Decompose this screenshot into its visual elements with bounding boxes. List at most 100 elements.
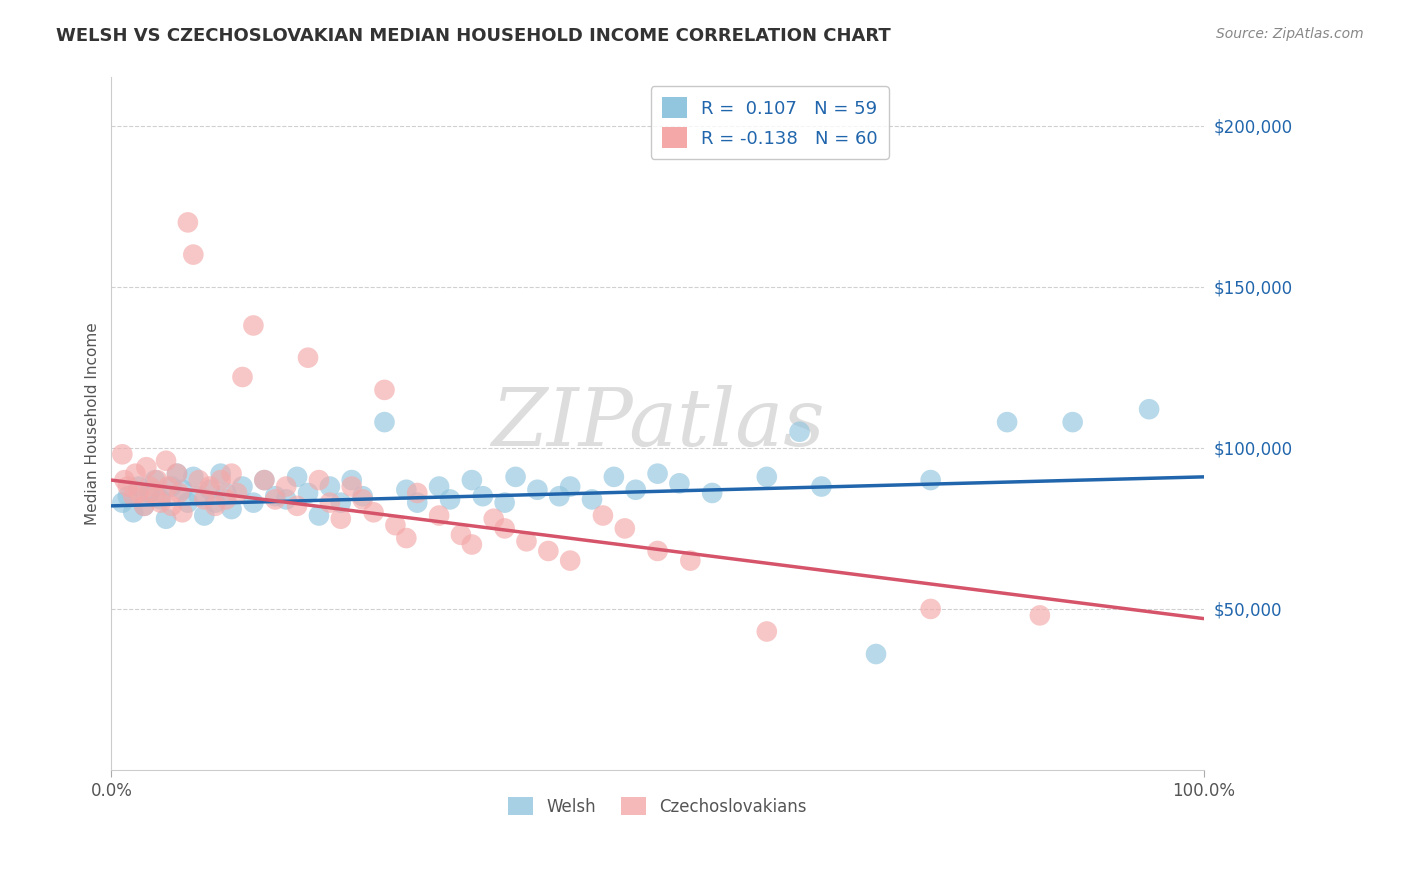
Point [198,483,221,497]
Point [395,483,418,497]
Point [461,537,484,551]
Point [122,489,145,503]
Point [177,495,200,509]
Point [209,473,232,487]
Point [329,512,352,526]
Point [603,470,626,484]
Point [122,505,145,519]
Point [560,553,582,567]
Point [494,495,516,509]
Point [319,495,342,509]
Point [537,544,560,558]
Point [187,489,209,503]
Point [111,447,134,461]
Point [427,508,450,523]
Point [146,473,169,487]
Point [155,512,177,526]
Point [308,508,330,523]
Point [373,383,395,397]
Point [183,247,205,261]
Point [581,492,603,507]
Point [471,489,494,503]
Legend: Welsh, Czechoslovakians: Welsh, Czechoslovakians [501,789,815,824]
Point [160,499,183,513]
Y-axis label: Median Household Income: Median Household Income [86,322,100,525]
Point [592,508,614,523]
Point [276,479,298,493]
Point [1137,402,1160,417]
Text: WELSH VS CZECHOSLOVAKIAN MEDIAN HOUSEHOLD INCOME CORRELATION CHART: WELSH VS CZECHOSLOVAKIAN MEDIAN HOUSEHOL… [56,27,891,45]
Point [647,544,669,558]
Point [329,495,352,509]
Point [167,486,190,500]
Point [755,624,778,639]
Point [526,483,548,497]
Point [114,473,136,487]
Point [439,492,461,507]
Point [166,467,188,481]
Point [183,470,205,484]
Point [373,415,395,429]
Point [242,318,264,333]
Point [253,473,276,487]
Point [204,499,226,513]
Point [406,495,429,509]
Point [427,479,450,493]
Point [679,553,702,567]
Point [193,508,215,523]
Point [242,495,264,509]
Point [1029,608,1052,623]
Point [384,518,406,533]
Point [789,425,811,439]
Point [226,486,249,500]
Point [172,505,194,519]
Point [755,470,778,484]
Point [482,512,505,526]
Point [221,467,243,481]
Point [461,473,484,487]
Point [702,486,724,500]
Point [515,534,537,549]
Point [155,454,177,468]
Point [231,370,253,384]
Point [810,479,832,493]
Point [215,486,238,500]
Point [134,499,156,513]
Point [395,531,418,545]
Point [221,502,243,516]
Point [450,528,472,542]
Point [160,479,183,493]
Point [117,479,139,493]
Point [149,495,172,509]
Point [624,483,647,497]
Point [128,479,150,493]
Point [166,467,188,481]
Point [920,602,942,616]
Point [406,486,429,500]
Point [264,492,287,507]
Point [193,492,215,507]
Point [231,479,253,493]
Point [352,492,374,507]
Point [187,473,209,487]
Point [157,479,180,493]
Point [149,492,172,507]
Point [363,505,385,519]
Point [124,467,146,481]
Point [253,473,276,487]
Point [352,489,374,503]
Point [920,473,942,487]
Point [297,351,319,365]
Point [128,486,150,500]
Point [177,215,200,229]
Point [215,492,238,507]
Point [560,479,582,493]
Point [340,479,363,493]
Point [135,460,157,475]
Point [285,499,308,513]
Point [319,479,342,493]
Point [111,495,134,509]
Point [548,489,571,503]
Point [204,495,226,509]
Point [264,489,287,503]
